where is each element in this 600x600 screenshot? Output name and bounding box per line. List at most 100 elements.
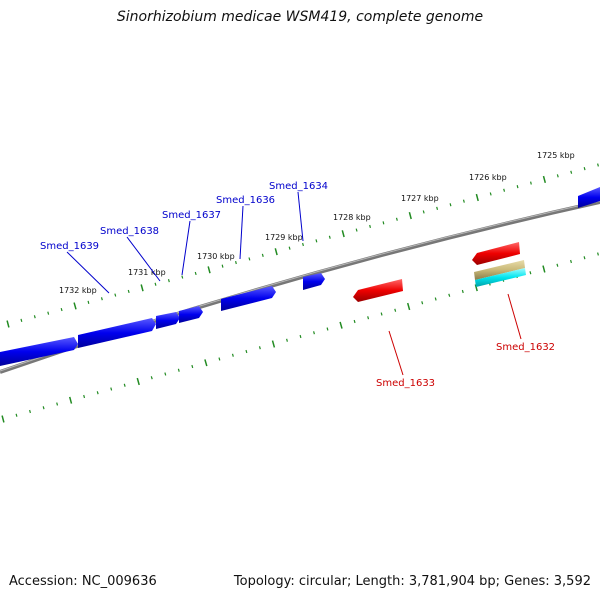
leader-smed-1632 [507, 293, 522, 340]
inner-ring-tick [96, 391, 99, 395]
outer-ring-tick [60, 307, 63, 312]
leader-smed-1633 [388, 330, 404, 376]
scale-label-1726: 1726 kbp [469, 173, 507, 182]
leader-smed-1636 [239, 205, 244, 260]
outer-ring-tick [355, 228, 358, 232]
inner-ring-tick [271, 340, 276, 348]
gene-label-smed-1639[interactable]: Smed_1639 [40, 241, 99, 252]
outer-ring-tick [194, 271, 197, 276]
gene-arrow-smed-1638[interactable] [156, 312, 180, 329]
inner-ring-tick [177, 368, 180, 372]
outer-ring-tick [114, 293, 117, 297]
gene-arrow-smed-1640[interactable] [0, 337, 78, 366]
inner-ring-tick [448, 293, 451, 297]
outer-ring-tick [6, 320, 10, 328]
outer-ring-tick [408, 212, 412, 220]
inner-ring-tick [218, 357, 221, 361]
inner-ring-tick [286, 338, 288, 342]
outer-ring-tick [583, 167, 586, 171]
inner-ring-tick [326, 327, 329, 331]
outer-ring-tick [542, 175, 547, 183]
outer-ring-tick [475, 193, 479, 202]
outer-ring-tick [516, 185, 519, 189]
outer-ring-tick [261, 253, 264, 257]
genome-summary-text: Topology: circular; Length: 3,781,904 bp… [233, 574, 591, 589]
inner-ring-tick [56, 402, 59, 406]
outer-ring-tick [382, 221, 385, 225]
scale-labels: 1725 kbp 1726 kbp 1727 kbp 1728 kbp 1729… [59, 151, 575, 295]
inner-ring-tick [394, 308, 397, 312]
outer-ring-tick [207, 266, 211, 274]
outer-ring-tick [302, 242, 304, 247]
inner-ring-tick [529, 271, 532, 275]
forward-label-leaders [66, 191, 304, 294]
scale-label-1725: 1725 kbp [537, 151, 575, 160]
accession-text: Accession: NC_009636 [9, 574, 157, 589]
leader-smed-1634 [297, 191, 304, 242]
inner-ring-tick [570, 259, 572, 264]
gene-label-smed-1632[interactable]: Smed_1632 [496, 342, 555, 353]
inner-ring-tick [474, 284, 478, 292]
inner-ring-tick [258, 346, 261, 350]
inner-ring-tick [123, 383, 126, 387]
gene-arrow-smed-1639[interactable] [78, 318, 156, 348]
inner-ring-tick [164, 372, 167, 376]
inner-ring-tick [245, 349, 248, 354]
inner-ring-tick [434, 297, 437, 301]
outer-ring-tick [489, 192, 492, 196]
gene-arrow-smed-1634[interactable] [303, 273, 325, 290]
inner-ring-tick [42, 406, 45, 410]
outer-ring-tick [462, 199, 465, 203]
inner-ring-tick [339, 321, 343, 329]
scale-label-1730: 1730 kbp [197, 252, 235, 261]
inner-ring-tick [1, 415, 5, 423]
forward-strand-genes [0, 187, 600, 366]
inner-ring-tick [353, 319, 356, 324]
reverse-gene-labels: Smed_1632 Smed_1633 [376, 342, 555, 389]
outer-ring-tick [328, 235, 331, 239]
inner-ring-tick [583, 256, 586, 260]
misc-feature-bar[interactable] [475, 268, 526, 287]
reverse-label-leaders [388, 293, 522, 376]
outer-ring-tick [570, 170, 573, 174]
outer-ring-tick [181, 275, 184, 279]
inner-ring-tick [380, 312, 383, 316]
outer-ring-tick [87, 300, 90, 304]
scale-label-1731: 1731 kbp [128, 268, 166, 277]
gene-label-smed-1638[interactable]: Smed_1638 [100, 226, 159, 237]
inner-ring-tick [136, 377, 140, 386]
gene-label-smed-1634[interactable]: Smed_1634 [269, 181, 328, 192]
inner-ring-tick [313, 331, 315, 335]
outer-ring-tick [530, 181, 532, 185]
gene-label-smed-1637[interactable]: Smed_1637 [162, 210, 221, 221]
outer-ring-tick [221, 264, 224, 268]
inner-ring-tick [150, 376, 153, 380]
scale-label-1732: 1732 kbp [59, 286, 97, 295]
outer-ring-tick [395, 217, 398, 221]
outer-ring-tick [100, 297, 103, 301]
outer-ring-tick [556, 174, 559, 178]
scale-label-1728: 1728 kbp [333, 213, 371, 222]
inner-ring-tick [191, 364, 194, 369]
outer-ring-tick [235, 260, 237, 265]
map-title: Sinorhizobium medicae WSM419, complete g… [116, 9, 484, 25]
gene-arrow-smed-1637[interactable] [179, 306, 203, 323]
gene-arrow-smed-1631[interactable] [578, 187, 600, 208]
gene-arrow-smed-1633[interactable] [353, 279, 403, 302]
gene-arrow-smed-1636[interactable] [221, 286, 276, 311]
outer-ring-tick [315, 239, 318, 243]
outer-ring-tick [47, 311, 50, 315]
outer-ring-tick [73, 302, 77, 310]
outer-ring-tick [274, 248, 278, 256]
inner-ring-tick [367, 316, 370, 320]
inner-ring-tick [299, 334, 302, 339]
inner-ring-tick [421, 301, 424, 305]
gene-label-smed-1633[interactable]: Smed_1633 [376, 378, 435, 389]
inner-ring-tick [556, 263, 559, 267]
outer-ring-tick [33, 315, 36, 319]
outer-ring-tick [369, 224, 371, 229]
gene-arrow-smed-1632[interactable] [472, 242, 520, 265]
rrna-feature-bar[interactable] [474, 260, 525, 280]
gene-label-smed-1636[interactable]: Smed_1636 [216, 195, 275, 206]
reverse-strand-genes [353, 242, 520, 302]
